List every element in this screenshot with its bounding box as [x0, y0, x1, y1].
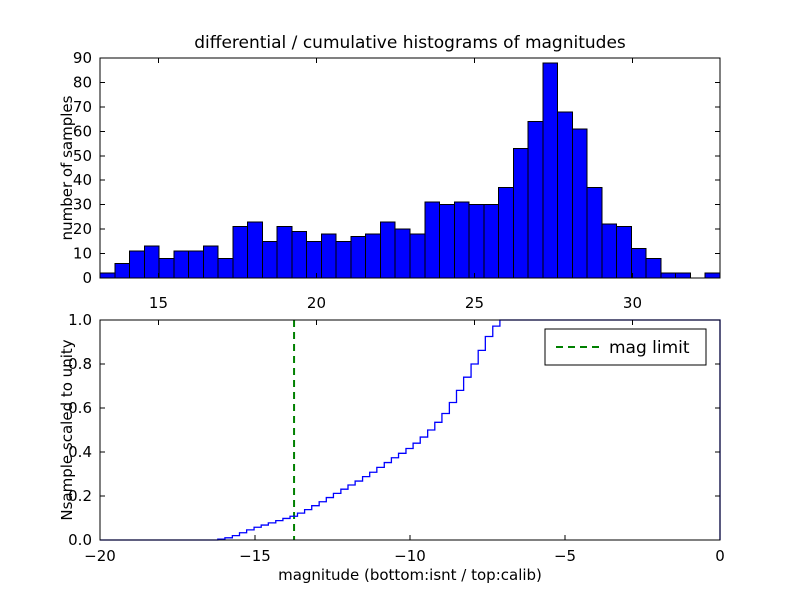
top-x-tick-label: 20: [307, 294, 326, 312]
bottom-x-tick-label: −10: [394, 547, 426, 565]
bottom-x-tick-label: −5: [554, 547, 576, 565]
bottom-y-tick-label: 0.8: [68, 355, 92, 373]
top-y-tick-label: 0: [82, 269, 92, 287]
bottom-y-tick-label: 1.0: [68, 311, 92, 329]
histogram-bar: [483, 204, 500, 279]
bottom-y-tick-label: 0.4: [68, 443, 92, 461]
top-y-tick-label: 60: [73, 122, 92, 140]
histogram-bar: [232, 226, 249, 279]
histogram-bar: [394, 228, 411, 279]
top-y-tick-label: 10: [73, 245, 92, 263]
histogram-bar: [217, 257, 234, 279]
histogram-bar: [365, 233, 381, 279]
histogram-bar: [379, 221, 396, 279]
cumulative-curve: [100, 319, 721, 541]
bottom-x-axis-label: magnitude (bottom:isnt / top:calib): [278, 566, 542, 584]
histogram-bar: [630, 248, 647, 279]
legend-box: mag limit: [544, 328, 707, 366]
histogram-bar: [335, 240, 352, 279]
histogram-bar: [601, 223, 618, 279]
histogram-bar: [660, 272, 677, 279]
histogram-bar: [202, 245, 219, 279]
histogram-bar: [129, 250, 145, 279]
histogram-bar: [439, 204, 455, 279]
cumulative-histogram-axes: 0.0 0.2 0.4 0.6 0.8 1.0 −20 −15 −10 −5 0: [68, 311, 725, 565]
histogram-bar: [188, 250, 204, 279]
histogram-bar: [320, 233, 337, 279]
histogram-bar: [527, 121, 544, 279]
histogram-bar: [453, 201, 470, 279]
bottom-x-tick-label: −20: [84, 547, 116, 565]
histogram-bar: [114, 262, 131, 279]
histogram-bar: [261, 240, 278, 279]
top-y-tick-label: 50: [73, 147, 92, 165]
histogram-bar: [350, 235, 367, 279]
histogram-bar: [542, 62, 559, 279]
histogram-bar: [99, 272, 116, 279]
histogram-bar: [498, 187, 514, 279]
histogram-bar: [409, 233, 426, 279]
histogram-bar: [143, 245, 160, 279]
bottom-y-tick-label: 0.2: [68, 487, 92, 505]
top-x-tick-label: 15: [149, 294, 168, 312]
top-y-tick-label: 70: [73, 98, 92, 116]
histogram-bar: [557, 111, 573, 279]
histogram-bar: [424, 201, 441, 279]
figure-title: differential / cumulative histograms of …: [194, 33, 626, 53]
histogram-bar: [291, 231, 308, 279]
top-y-axis-label: number of samples: [58, 95, 76, 240]
bottom-x-tick-label: 0: [715, 547, 725, 565]
histogram-bar: [247, 221, 263, 279]
histogram-bar: [704, 272, 721, 279]
histogram-bar: [616, 226, 632, 279]
histogram-bar: [571, 128, 588, 279]
histogram-bar: [586, 187, 603, 279]
histogram-bar: [306, 240, 322, 279]
bottom-y-axis-label: Nsample scaled to unity: [58, 339, 76, 520]
top-x-tick-label: 30: [623, 294, 642, 312]
differential-histogram-axes: 0 10 20 30 40 50 60 70 80 90 15 20 25 30: [73, 49, 721, 312]
top-axes-frame: [99, 57, 721, 279]
histogram-bar: [512, 147, 529, 279]
legend-label: mag limit: [609, 338, 690, 358]
top-x-tick-label: 25: [465, 294, 484, 312]
top-y-tick-label: 20: [73, 220, 92, 238]
top-y-tick-label: 30: [73, 196, 92, 214]
top-y-tick-label: 90: [73, 49, 92, 67]
histogram-bar: [468, 204, 485, 279]
histogram-bar: [645, 257, 662, 279]
histogram-bar: [675, 272, 691, 279]
bottom-y-tick-label: 0.6: [68, 399, 92, 417]
top-y-tick-label: 80: [73, 73, 92, 91]
histogram-bar: [158, 257, 175, 279]
bottom-x-tick-label: −15: [239, 547, 271, 565]
histogram-bar: [173, 250, 190, 279]
histogram-bar: [276, 226, 293, 279]
top-y-tick-label: 40: [73, 171, 92, 189]
bottom-y-tick-label: 0.0: [68, 531, 92, 549]
